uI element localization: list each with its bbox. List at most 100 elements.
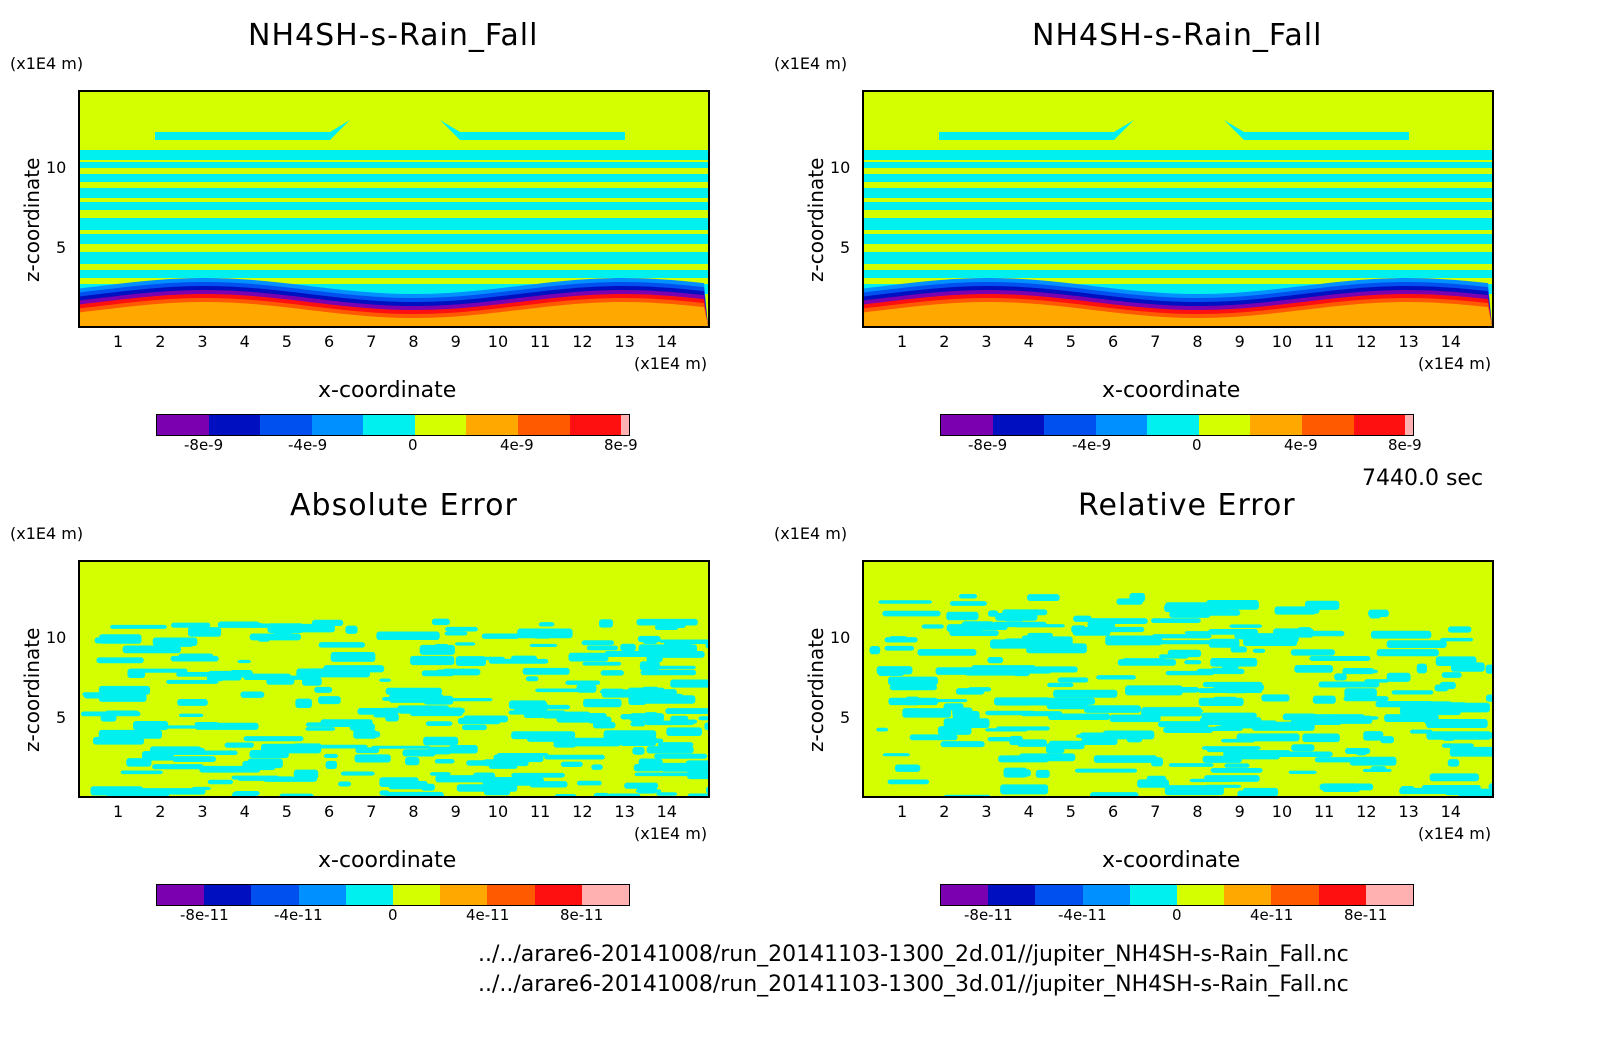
colorbar-swatch [1271,885,1319,905]
x-axis-label: x-coordinate [1102,378,1241,403]
panel-title: NH4SH-s-Rain_Fall [248,18,539,53]
x-tick-label: 3 [197,802,208,821]
colorbar-tick-label: 0 [1172,906,1182,924]
field-image [80,92,708,326]
y-tick-label: 5 [56,708,67,727]
colorbar-swatch [1405,415,1413,435]
colorbar-tick-label: 4e-11 [466,906,510,924]
x-tick-label: 2 [939,802,950,821]
y-tick-label: 5 [56,238,67,257]
colorbar-tick-label: 4e-9 [500,436,534,454]
y-axis-label: z-coordinate [20,627,44,752]
colorbar-swatch [941,885,989,905]
y-tick-label: 10 [46,158,67,177]
colorbar-swatch [204,885,252,905]
colorbar-tick-label: -8e-9 [184,436,224,454]
colorbar-swatch [311,415,364,435]
colorbar-swatch [1147,415,1199,435]
colorbar-tick-label: 8e-11 [1344,906,1388,924]
x-tick-label: 8 [1192,802,1203,821]
colorbar-swatch [988,885,1036,905]
panel-title: Relative Error [1078,488,1296,523]
footer-file-path-2: ../../arare6-20141008/run_20141103-1300_… [478,972,1349,997]
x-tick-label: 1 [897,802,908,821]
x-tick-label: 13 [614,332,635,351]
contour-plot [78,90,710,328]
colorbar [156,414,630,436]
x-tick-label: 14 [1440,802,1461,821]
colorbar-swatch [941,415,993,435]
colorbar-swatch [569,415,622,435]
contour-plot [862,560,1494,798]
y-tick-label: 10 [46,628,67,647]
x-tick-label: 5 [281,332,292,351]
colorbar-swatch [157,885,205,905]
x-tick-label: 9 [450,802,461,821]
x-unit-label: (x1E4 m) [1418,824,1492,843]
colorbar-swatch [157,415,209,435]
x-tick-label: 7 [366,332,377,351]
colorbar-tick-label: 8e-9 [604,436,638,454]
colorbar-swatch [581,885,630,905]
colorbar-swatch [1095,415,1148,435]
colorbar-tick-label: -4e-9 [1072,436,1112,454]
x-axis-label: x-coordinate [318,378,457,403]
x-tick-label: 6 [324,332,335,351]
colorbar-swatch [1302,415,1354,435]
y-tick-label: 10 [830,158,851,177]
x-tick-label: 3 [197,332,208,351]
x-tick-label: 9 [1234,332,1245,351]
colorbar [940,414,1414,436]
x-tick-label: 14 [656,332,677,351]
y-tick-label: 5 [840,708,851,727]
x-tick-label: 6 [324,802,335,821]
colorbar-swatch [1318,885,1366,905]
colorbar-swatch [1129,885,1178,905]
colorbar-swatch [466,415,519,435]
colorbar-swatch [1177,885,1225,905]
x-tick-label: 13 [1398,332,1419,351]
x-axis-label: x-coordinate [1102,848,1241,873]
x-tick-label: 3 [981,332,992,351]
colorbar-tick-label: 0 [388,906,398,924]
x-tick-label: 11 [1314,802,1335,821]
x-tick-label: 11 [1314,332,1335,351]
colorbar-swatch [534,885,582,905]
x-tick-label: 9 [450,332,461,351]
time-label: 7440.0 sec [1362,466,1484,491]
footer-file-path-1: ../../arare6-20141008/run_20141103-1300_… [478,942,1349,967]
field-image [864,92,1492,326]
x-axis-label: x-coordinate [318,848,457,873]
x-unit-label: (x1E4 m) [634,354,708,373]
x-tick-label: 10 [487,332,509,351]
colorbar-tick-label: 4e-11 [1250,906,1294,924]
x-tick-label: 6 [1108,802,1119,821]
colorbar-swatch [621,415,629,435]
x-tick-label: 9 [1234,802,1245,821]
colorbar-swatch [1035,885,1083,905]
colorbar-swatch [1198,415,1251,435]
x-tick-label: 14 [656,802,677,821]
colorbar-swatch [208,415,261,435]
x-tick-label: 4 [1023,802,1034,821]
x-tick-label: 12 [572,332,593,351]
x-tick-label: 10 [1271,332,1293,351]
colorbar [156,884,630,906]
panel-title: Absolute Error [290,488,518,523]
colorbar-swatch [1250,415,1303,435]
colorbar-swatch [251,885,299,905]
colorbar-swatch [440,885,488,905]
colorbar-tick-label: -4e-11 [1058,906,1107,924]
colorbar-swatch [1224,885,1272,905]
x-tick-label: 8 [408,332,419,351]
y-unit-label: (x1E4 m) [774,524,848,543]
x-tick-label: 11 [530,332,551,351]
contour-plot [862,90,1494,328]
x-tick-label: 12 [1356,802,1377,821]
x-tick-label: 1 [113,332,124,351]
colorbar-swatch [487,885,535,905]
x-tick-label: 7 [1150,802,1161,821]
colorbar-swatch [1044,415,1096,435]
x-tick-label: 5 [281,802,292,821]
colorbar-swatch [1082,885,1130,905]
